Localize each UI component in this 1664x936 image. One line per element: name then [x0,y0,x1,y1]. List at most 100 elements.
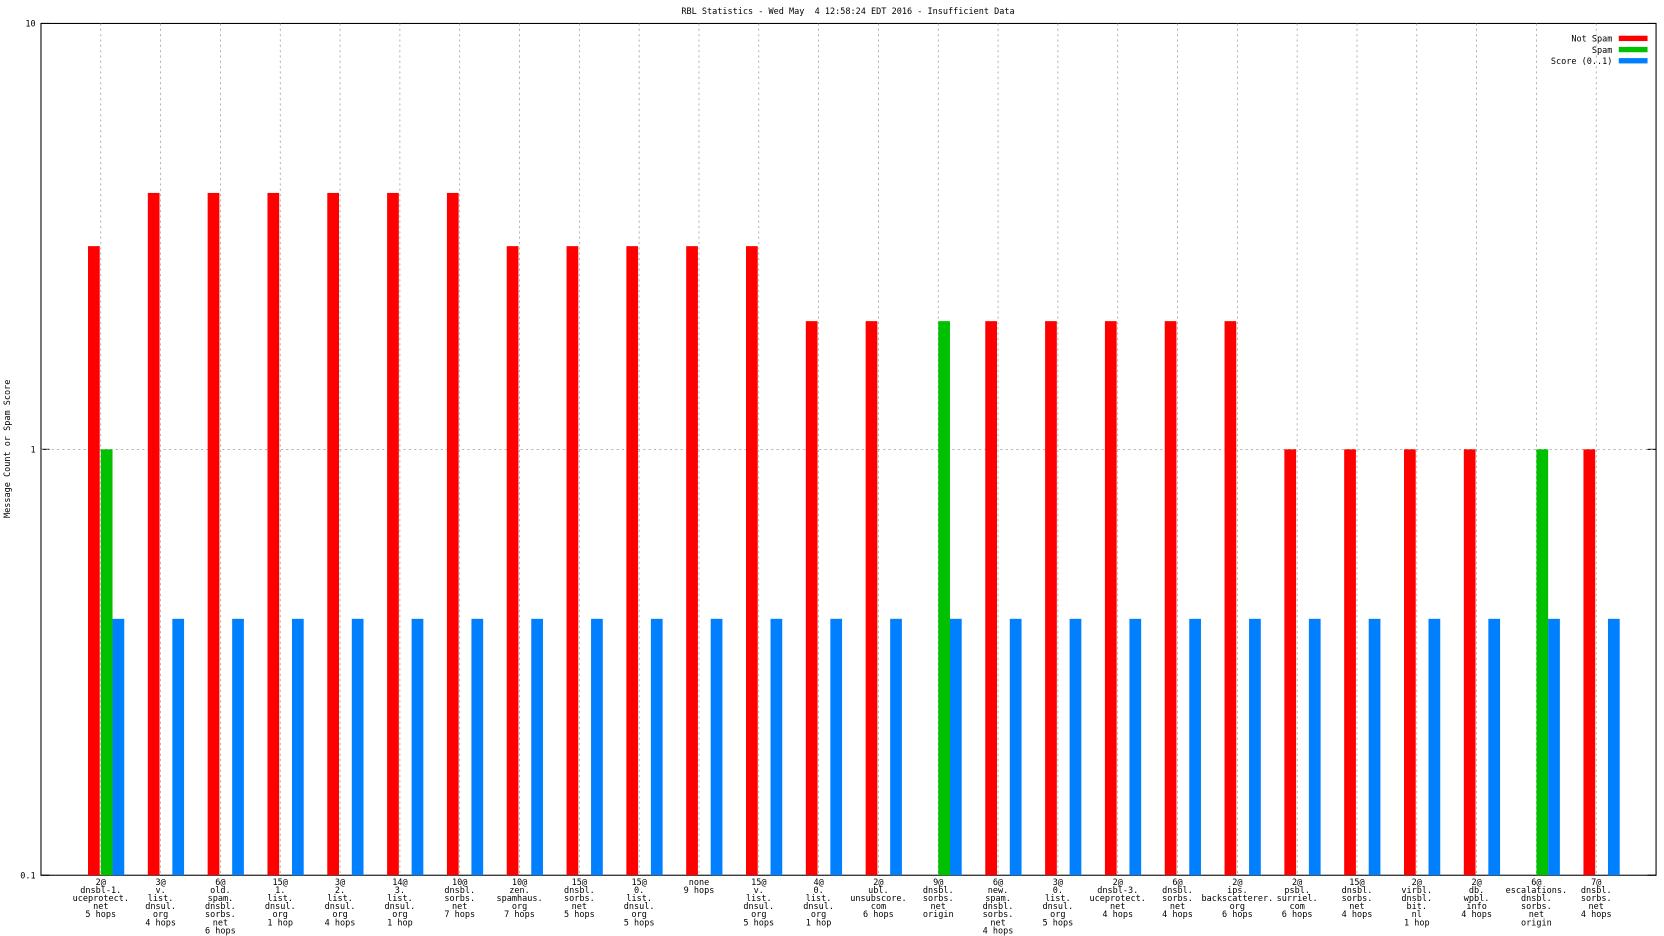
x-tick-label-line: old. [210,886,231,896]
x-tick-label-line: 4 hops [1461,910,1492,920]
legend-swatch [1618,35,1648,42]
bar [1189,618,1201,876]
x-tick-label-line: 10@ [512,878,527,888]
bar [1224,321,1237,876]
bar [112,618,125,876]
bar [686,246,698,876]
x-tick-label-line: virbl. [1401,886,1432,896]
x-tick-label-line: 3@ [1053,878,1063,888]
bar [147,192,160,876]
x-tick-label-line: com [1289,902,1304,912]
x-tick-label: none 9 hops [684,878,715,896]
x-tick-label-line: 6 hops [863,910,894,920]
x-tick-label-line: 5 hops [743,918,774,928]
bar [267,192,280,876]
x-tick-label-line: 15@ [1349,878,1364,888]
x-tick-label-line: dnsbl. [1521,894,1552,904]
x-tick-label-line: 2. [335,886,345,896]
x-tick-label-line: 6 hops [205,926,236,936]
x-tick-label-line: dnsbl-1. [80,886,121,896]
x-tick-label-line: org [273,910,288,920]
x-tick-label: 2@ dnsbl-1. uceprotect. net 5 hops [73,878,129,920]
x-tick-label-line: db. [1469,886,1484,896]
x-tick-label-line: 6 hops [1222,910,1253,920]
x-tick-label-line: v. [754,886,764,896]
x-tick-label-line: 14@ [392,878,407,888]
x-tick-label: 3@ 2. list. dnsul. org 4 hops [325,878,356,929]
legend-swatch [1618,46,1648,53]
x-tick-label: 6@ dnsbl. sorbs. net 4 hops [1162,878,1193,920]
x-tick-label-line: 4 hops [325,918,356,928]
x-tick-label-line: origin [923,910,954,920]
x-tick-label-line: dnsul. [624,902,655,912]
bar [88,246,100,876]
x-tick-label-line: 1 hop [267,918,293,928]
x-tick-label-line: escalations. [1506,886,1568,896]
x-tick-label-line: dnsbl-3. [1097,886,1138,896]
x-tick-label: 2@ db. wpbl. info 4 hops [1461,878,1492,920]
x-tick-label-line: 7 hops [504,910,535,920]
x-tick-label: 2@ psbl. surriel. com 6 hops [1277,878,1318,920]
x-tick-label-line: sorbs. [564,894,595,904]
x-tick-label-line: surriel. [1277,894,1318,904]
x-tick-label-line: 1 hop [1404,918,1430,928]
x-tick-label-line: 6@ [1172,878,1182,888]
x-tick-label-line: dnsul. [803,902,834,912]
x-tick-label-line: 6@ [215,878,225,888]
bar [1548,618,1560,876]
x-tick-label-line: net [452,902,467,912]
x-tick-label-line: 7 hops [444,910,475,920]
x-tick-label-line: org [392,910,407,920]
bar [1607,618,1620,876]
x-tick-label-line: net [213,918,228,928]
x-tick-label-line: none [689,878,710,888]
bar [566,246,579,876]
x-tick-label: 14@ 3. list. dnsul. org 1 hop [385,878,416,929]
x-tick-label-line: net [1110,902,1125,912]
legend-swatch [1618,58,1648,64]
x-tick-label-line: 2@ [1471,878,1481,888]
bar [1104,321,1117,876]
x-tick-label-line: net [93,902,108,912]
bar [1249,618,1261,876]
x-tick-label-line: unsubscore. [850,894,906,904]
bar [591,618,603,876]
x-tick-label-line: uceprotect. [1090,894,1146,904]
x-tick-label-line: sorbs. [444,894,475,904]
x-tick-label: 2@ dnsbl-3. uceprotect. net 4 hops [1090,878,1146,920]
x-tick-label-line: list. [806,894,832,904]
bar [805,321,818,876]
x-tick-label-line: 6@ [1531,878,1541,888]
chart-title: RBL Statistics - Wed May 4 12:58:24 EDT … [681,7,1014,17]
x-tick-label-line: spamhaus. [496,894,542,904]
x-tick-label-line: 4 hops [1581,910,1612,920]
x-tick-label-line: 15@ [631,878,646,888]
bar [1069,618,1082,876]
legend-label: Score (0..1) [1551,57,1613,67]
y-tick-label: 0.1 [20,871,35,881]
x-tick-label-line: nl [1412,910,1422,920]
x-tick-label: 2@ ubl. unsubscore. com 6 hops [850,878,906,920]
x-tick-label-line: 0. [813,886,823,896]
x-tick-label-line: 5 hops [1043,918,1074,928]
bar [1536,449,1549,876]
x-tick-label-line: 6@ [993,878,1003,888]
x-tick-label-line: dnsbl. [564,886,595,896]
x-tick-label: 2@ virbl. dnsbl. bit. nl 1 hop [1401,878,1432,929]
x-tick-label-line: 2@ [96,878,106,888]
bar [1404,449,1416,876]
x-tick-label-line: psbl. [1284,886,1310,896]
x-tick-label-line: org [811,910,826,920]
x-tick-label-line: org [751,910,766,920]
bar [411,618,424,876]
x-tick-label-line: 4 hops [145,918,176,928]
x-tick-label-line: ips. [1227,886,1248,896]
x-tick-label: 9@ dnsbl. sorbs. net origin [923,878,954,920]
bar [1583,449,1596,876]
x-tick-label-line: uceprotect. [73,894,129,904]
x-tick-label-line: net [990,918,1005,928]
x-tick-label-line: 2@ [1292,878,1302,888]
x-tick-label-line: dnsul. [265,902,296,912]
